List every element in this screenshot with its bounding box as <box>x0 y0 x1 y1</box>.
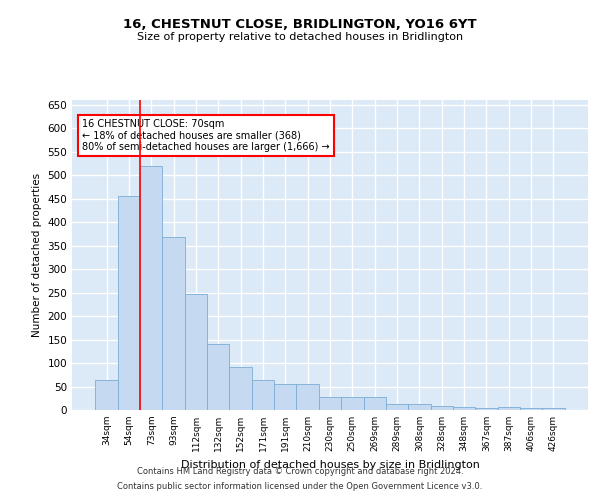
Bar <box>497 406 520 410</box>
Text: Contains HM Land Registry data © Crown copyright and database right 2024.: Contains HM Land Registry data © Crown c… <box>137 467 463 476</box>
Bar <box>185 294 207 410</box>
Bar <box>386 404 408 410</box>
Bar <box>229 367 252 410</box>
Bar <box>163 237 185 410</box>
Bar <box>520 408 542 410</box>
Bar <box>140 166 163 410</box>
Bar <box>542 408 565 410</box>
Bar <box>95 380 118 410</box>
Text: Size of property relative to detached houses in Bridlington: Size of property relative to detached ho… <box>137 32 463 42</box>
Bar <box>453 406 475 410</box>
Bar <box>475 408 497 410</box>
Text: Contains public sector information licensed under the Open Government Licence v3: Contains public sector information licen… <box>118 482 482 491</box>
Bar <box>207 344 229 410</box>
Y-axis label: Number of detached properties: Number of detached properties <box>32 173 42 337</box>
X-axis label: Distribution of detached houses by size in Bridlington: Distribution of detached houses by size … <box>181 460 479 469</box>
Bar <box>274 384 296 410</box>
Bar <box>341 398 364 410</box>
Text: 16 CHESTNUT CLOSE: 70sqm
← 18% of detached houses are smaller (368)
80% of semi-: 16 CHESTNUT CLOSE: 70sqm ← 18% of detach… <box>82 118 330 152</box>
Bar <box>296 384 319 410</box>
Text: 16, CHESTNUT CLOSE, BRIDLINGTON, YO16 6YT: 16, CHESTNUT CLOSE, BRIDLINGTON, YO16 6Y… <box>123 18 477 30</box>
Bar <box>118 196 140 410</box>
Bar <box>252 380 274 410</box>
Bar <box>408 404 431 410</box>
Bar <box>364 398 386 410</box>
Bar <box>431 406 453 410</box>
Bar <box>319 398 341 410</box>
